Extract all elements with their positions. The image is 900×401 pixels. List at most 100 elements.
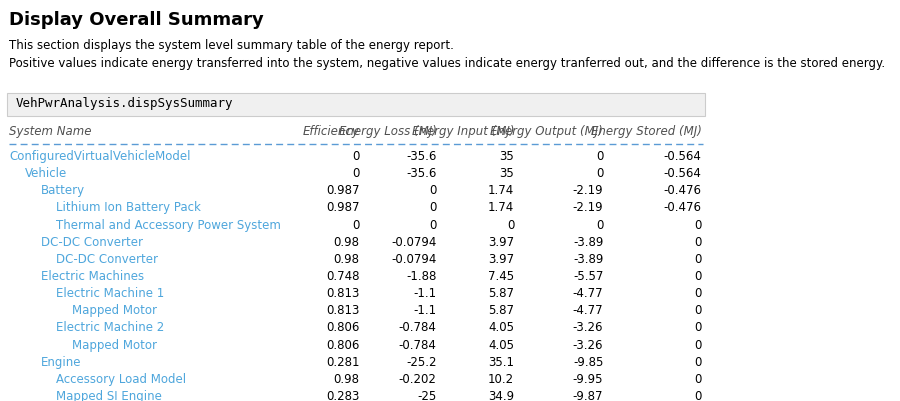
Text: 0: 0 — [352, 219, 360, 231]
Text: 0: 0 — [596, 167, 603, 180]
Text: 4.05: 4.05 — [489, 338, 514, 352]
Text: Mapped Motor: Mapped Motor — [72, 304, 157, 317]
Text: Mapped SI Engine: Mapped SI Engine — [57, 390, 162, 401]
Text: 0: 0 — [596, 150, 603, 163]
Text: Mapped Motor: Mapped Motor — [72, 338, 157, 352]
Text: 0: 0 — [352, 150, 360, 163]
Text: -0.476: -0.476 — [663, 184, 702, 197]
Text: 35: 35 — [500, 167, 514, 180]
Text: This section displays the system level summary table of the energy report.: This section displays the system level s… — [9, 39, 454, 52]
Text: DC-DC Converter: DC-DC Converter — [40, 236, 142, 249]
Text: -0.0794: -0.0794 — [392, 253, 436, 266]
Text: 34.9: 34.9 — [488, 390, 514, 401]
Text: Electric Machine 1: Electric Machine 1 — [57, 287, 165, 300]
Text: -3.26: -3.26 — [572, 322, 603, 334]
Text: Efficiency: Efficiency — [302, 126, 360, 138]
Text: 0.806: 0.806 — [327, 322, 360, 334]
Text: Engine: Engine — [40, 356, 81, 369]
Text: 0: 0 — [352, 167, 360, 180]
Text: -25: -25 — [418, 390, 436, 401]
Text: Electric Machines: Electric Machines — [40, 270, 144, 283]
Text: VehPwrAnalysis.dispSysSummary: VehPwrAnalysis.dispSysSummary — [15, 97, 233, 110]
Text: Electric Machine 2: Electric Machine 2 — [57, 322, 165, 334]
Text: -9.85: -9.85 — [573, 356, 603, 369]
Text: -35.6: -35.6 — [406, 167, 436, 180]
Text: System Name: System Name — [9, 126, 92, 138]
Text: 0.987: 0.987 — [326, 184, 360, 197]
Text: 1.74: 1.74 — [488, 201, 514, 215]
Text: 0.283: 0.283 — [327, 390, 360, 401]
Text: Lithium Ion Battery Pack: Lithium Ion Battery Pack — [57, 201, 201, 215]
Text: Battery: Battery — [40, 184, 85, 197]
Text: -0.476: -0.476 — [663, 201, 702, 215]
Text: 5.87: 5.87 — [489, 304, 514, 317]
Text: Thermal and Accessory Power System: Thermal and Accessory Power System — [57, 219, 281, 231]
Text: 7.45: 7.45 — [488, 270, 514, 283]
Text: -0.564: -0.564 — [663, 150, 702, 163]
Text: Accessory Load Model: Accessory Load Model — [57, 373, 186, 386]
Text: 0: 0 — [694, 373, 702, 386]
FancyBboxPatch shape — [7, 93, 706, 116]
Text: 0: 0 — [429, 184, 436, 197]
Text: 0: 0 — [694, 287, 702, 300]
Text: 0: 0 — [694, 253, 702, 266]
Text: 0.806: 0.806 — [327, 338, 360, 352]
Text: 3.97: 3.97 — [488, 236, 514, 249]
Text: -4.77: -4.77 — [572, 304, 603, 317]
Text: 10.2: 10.2 — [488, 373, 514, 386]
Text: -1.1: -1.1 — [413, 287, 436, 300]
Text: -4.77: -4.77 — [572, 287, 603, 300]
Text: -0.784: -0.784 — [399, 322, 436, 334]
Text: 0.98: 0.98 — [334, 236, 360, 249]
Text: 3.97: 3.97 — [488, 253, 514, 266]
Text: 0: 0 — [694, 338, 702, 352]
Text: -3.89: -3.89 — [573, 236, 603, 249]
Text: -9.87: -9.87 — [572, 390, 603, 401]
Text: 4.05: 4.05 — [489, 322, 514, 334]
Text: 0: 0 — [694, 322, 702, 334]
Text: Display Overall Summary: Display Overall Summary — [9, 11, 264, 29]
Text: -9.95: -9.95 — [572, 373, 603, 386]
Text: -1.88: -1.88 — [406, 270, 436, 283]
Text: 0.813: 0.813 — [327, 304, 360, 317]
Text: Energy Output (MJ): Energy Output (MJ) — [491, 126, 603, 138]
Text: 0: 0 — [694, 219, 702, 231]
Text: -0.564: -0.564 — [663, 167, 702, 180]
Text: 0: 0 — [694, 390, 702, 401]
Text: 0: 0 — [694, 270, 702, 283]
Text: -0.0794: -0.0794 — [392, 236, 436, 249]
Text: Positive values indicate energy transferred into the system, negative values ind: Positive values indicate energy transfer… — [9, 57, 886, 69]
Text: 0: 0 — [429, 219, 436, 231]
Text: 1.74: 1.74 — [488, 184, 514, 197]
Text: -5.57: -5.57 — [573, 270, 603, 283]
Text: 35.1: 35.1 — [489, 356, 514, 369]
Text: -3.89: -3.89 — [573, 253, 603, 266]
Text: 0.98: 0.98 — [334, 373, 360, 386]
Text: -25.2: -25.2 — [406, 356, 436, 369]
Text: Vehicle: Vehicle — [25, 167, 68, 180]
Text: 0.813: 0.813 — [327, 287, 360, 300]
Text: Energy Loss (MJ): Energy Loss (MJ) — [338, 126, 436, 138]
Text: 0: 0 — [694, 304, 702, 317]
Text: -3.26: -3.26 — [572, 338, 603, 352]
Text: 0: 0 — [694, 236, 702, 249]
Text: Energy Input (MJ): Energy Input (MJ) — [412, 126, 514, 138]
Text: -2.19: -2.19 — [572, 184, 603, 197]
Text: 0: 0 — [507, 219, 514, 231]
Text: 0.281: 0.281 — [326, 356, 360, 369]
Text: -35.6: -35.6 — [406, 150, 436, 163]
Text: 0: 0 — [596, 219, 603, 231]
Text: 0.98: 0.98 — [334, 253, 360, 266]
Text: DC-DC Converter: DC-DC Converter — [57, 253, 158, 266]
Text: -0.784: -0.784 — [399, 338, 436, 352]
Text: 0: 0 — [694, 356, 702, 369]
Text: 35: 35 — [500, 150, 514, 163]
Text: 0.987: 0.987 — [326, 201, 360, 215]
Text: ConfiguredVirtualVehicleModel: ConfiguredVirtualVehicleModel — [9, 150, 191, 163]
Text: 5.87: 5.87 — [489, 287, 514, 300]
Text: 0: 0 — [429, 201, 436, 215]
Text: Energy Stored (MJ): Energy Stored (MJ) — [590, 126, 702, 138]
Text: -1.1: -1.1 — [413, 304, 436, 317]
Text: -2.19: -2.19 — [572, 201, 603, 215]
Text: 0.748: 0.748 — [326, 270, 360, 283]
